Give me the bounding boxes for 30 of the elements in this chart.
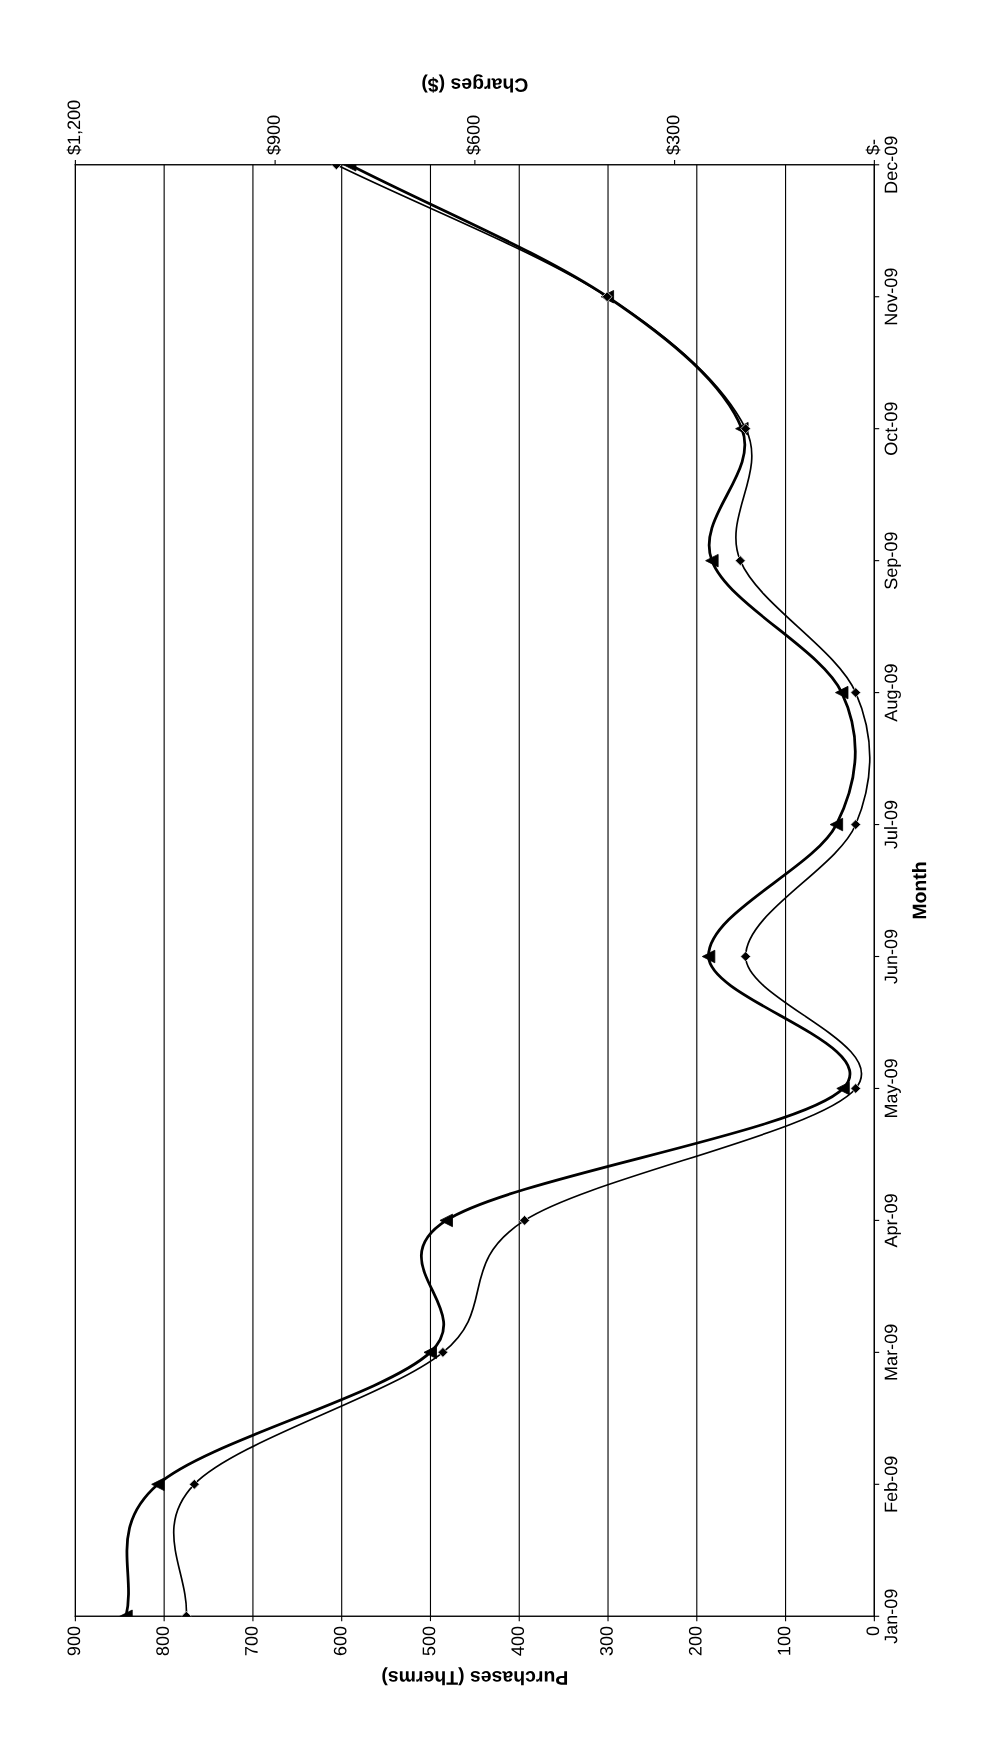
y-tick-label: Jul-09 (884, 800, 898, 849)
x-tick-label: 0 (866, 1626, 880, 1636)
y-tick-label: Feb-09 (884, 1456, 898, 1512)
y-tick-label: Jan-09 (884, 1589, 898, 1644)
x-axis-title: Purchases (Therms) (382, 1667, 568, 1686)
y-tick-label: Oct-09 (884, 402, 898, 455)
y-tick-label: Sep-09 (884, 532, 901, 589)
x2-tick-label: $600 (466, 115, 481, 155)
y-axis-title: Month (912, 862, 927, 919)
y-tick-label: Dec-09 (884, 136, 898, 193)
x2-tick-label: $900 (266, 115, 282, 155)
x2-tick-label: $300 (665, 115, 681, 155)
x-tick-label: 800 (156, 1626, 169, 1656)
x2-tick-label: $- (865, 139, 881, 155)
y-tick-label: Nov-09 (884, 268, 898, 325)
x-tick-label: 400 (511, 1626, 525, 1656)
x-tick-label: 500 (422, 1626, 436, 1656)
x-tick-label: 700 (244, 1626, 258, 1656)
y-tick-label: Mar-09 (884, 1324, 898, 1380)
x-tick-label: 100 (777, 1626, 791, 1655)
x-tick-label: 200 (688, 1626, 702, 1656)
y-tick-label: Aug-09 (884, 664, 901, 722)
x-tick-label: 600 (333, 1626, 347, 1656)
y-tick-label: Jun-09 (884, 929, 898, 984)
x-tick-label: 900 (67, 1626, 81, 1656)
y-tick-label: May-09 (884, 1059, 901, 1118)
x-tick-label: 300 (600, 1626, 613, 1656)
x2-axis-title: Charges ($) (422, 74, 528, 93)
x2-tick-label: $1,200 (66, 100, 83, 155)
y-tick-label: Apr-09 (884, 1194, 901, 1248)
